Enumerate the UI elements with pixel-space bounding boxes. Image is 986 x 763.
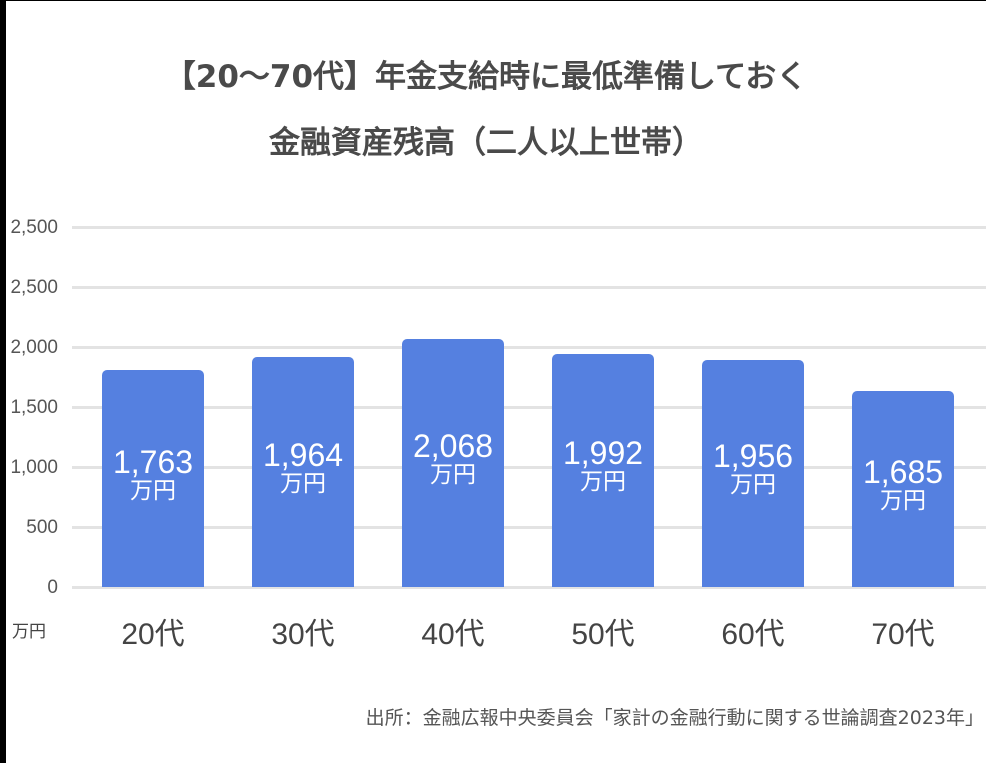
y-tick-label: 1,000 [10,457,58,478]
bar-unit: 万円 [730,472,776,498]
gridline [72,466,986,469]
bar-unit: 万円 [430,462,476,488]
gridline-baseline [72,586,986,589]
y-tick-label: 500 [26,517,58,538]
bar-value: 2,068 [412,428,494,464]
bar-label-40s: 2,068 万円 [402,430,504,487]
source-note: 出所：金融広報中央委員会「家計の金融行動に関する世論調査2023年」 [365,707,984,729]
y-tick-label: 2,500 [10,217,58,238]
x-tick-label: 20代 [121,618,185,651]
gridline [72,226,986,229]
bar-value: 1,763 [112,444,194,480]
x-tick-label: 50代 [571,618,635,651]
bar-70s [852,391,954,587]
x-tick-label: 60代 [721,618,785,651]
bar-label-60s: 1,956 万円 [702,440,804,497]
bar-label-20s: 1,763 万円 [102,446,204,503]
bar-50s [552,354,654,587]
bar-label-30s: 1,964 万円 [252,439,354,496]
chart-canvas: 【20〜70代】年金支給時に最低準備しておく 金融資産残高（二人以上世帯） 2,… [6,1,986,763]
bar-30s [252,357,354,587]
gridline [72,346,986,349]
chart-title-line1: 【20〜70代】年金支給時に最低準備しておく [164,59,808,95]
bar-unit: 万円 [130,478,176,504]
gridline [72,526,986,529]
y-tick-label: 2,500 [10,277,58,298]
bar-value: 1,956 [712,438,794,474]
gridline [72,406,986,409]
bar-unit: 万円 [280,471,326,497]
x-tick-label: 30代 [271,618,335,651]
bar-value: 1,685 [862,454,944,490]
x-tick-label: 70代 [871,618,935,651]
bar-60s [702,360,804,587]
bar-20s [102,370,204,587]
bar-value: 1,964 [262,437,344,473]
chart-title-line2: 金融資産残高（二人以上世帯） [269,125,703,161]
y-tick-label: 1,500 [10,397,58,418]
gridline [72,286,986,289]
bar-label-70s: 1,685 万円 [852,456,954,513]
bar-unit: 万円 [580,469,626,495]
y-tick-label: 2,000 [10,337,58,358]
bar-value: 1,992 [562,435,644,471]
y-axis-unit: 万円 [12,622,46,642]
x-tick-label: 40代 [421,618,485,651]
bar-label-50s: 1,992 万円 [552,437,654,494]
bar-unit: 万円 [880,488,926,514]
y-tick-label: 0 [47,577,58,598]
bar-40s [402,339,504,587]
